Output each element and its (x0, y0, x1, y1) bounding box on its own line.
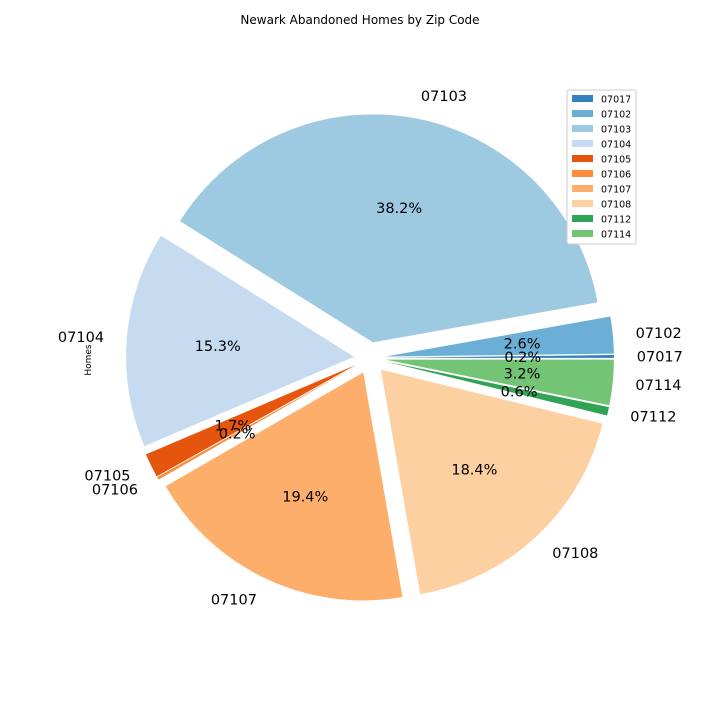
percent-label-07108: 18.4% (451, 463, 497, 479)
percent-label-07114: 3.2% (504, 366, 541, 382)
pie-slice-07104 (126, 235, 355, 447)
pie-slice-07112 (385, 361, 609, 416)
pie-slice-07103 (179, 114, 598, 343)
pie-slice-07106 (157, 365, 357, 480)
percent-label-07104: 15.3% (195, 339, 241, 355)
legend-swatch-07112 (572, 215, 593, 222)
percent-label-07112: 0.6% (501, 384, 538, 400)
chart-title: Newark Abandoned Homes by Zip Code (240, 13, 479, 27)
legend-swatch-07107 (572, 185, 593, 192)
pie-labels: 07017 0.2% 07102 2.6% 07103 38.2% 07104 15.3% 07… (58, 89, 683, 608)
legend-label-07108: 07108 (601, 200, 631, 211)
slice-label-07102: 07102 (636, 326, 682, 342)
percent-label-07106: 0.2% (219, 426, 256, 442)
slice-label-07112: 07112 (630, 409, 676, 425)
legend-label-07107: 07107 (601, 185, 631, 196)
legend-label-07105: 07105 (601, 155, 631, 166)
slice-label-07107: 07107 (211, 593, 257, 609)
pie-slices (126, 114, 614, 601)
legend-label-07102: 07102 (601, 110, 631, 121)
slice-label-07108: 07108 (552, 546, 598, 562)
legend-label-07103: 07103 (601, 125, 631, 136)
slice-label-07017: 07017 (637, 349, 683, 365)
legend-label-07104: 07104 (601, 140, 631, 151)
slice-label-07105: 07105 (84, 469, 130, 485)
slice-label-07106: 07106 (92, 483, 138, 499)
slice-label-07103: 07103 (421, 89, 467, 105)
legend-label-07106: 07106 (601, 170, 631, 181)
percent-label-07103: 38.2% (376, 201, 422, 217)
legend-swatch-07105 (572, 155, 593, 162)
legend-swatch-07106 (572, 170, 593, 177)
legend-swatch-07108 (572, 200, 593, 207)
legend-label-07017: 07017 (601, 95, 631, 106)
slice-label-07114: 07114 (635, 378, 681, 394)
percent-label-07107: 19.4% (282, 489, 328, 505)
legend-swatch-07102 (572, 110, 593, 117)
legend-swatch-07103 (572, 125, 593, 132)
legend-swatch-07017 (572, 95, 593, 102)
percent-label-07017: 0.2% (504, 350, 541, 366)
legend: 07017 07102 07103 07104 07105 07106 07107 07108… (566, 89, 637, 245)
pie-slice-07102 (385, 316, 614, 357)
legend-label-07112: 07112 (601, 215, 631, 226)
legend-swatch-07114 (572, 230, 593, 237)
pie-slice-07105 (145, 365, 356, 477)
legend-label-07114: 07114 (601, 230, 631, 241)
y-axis-label: Homes (84, 344, 94, 376)
pie-slice-07017 (385, 355, 614, 358)
pie-slice-07107 (165, 372, 403, 601)
slice-label-07104: 07104 (58, 330, 104, 346)
percent-label-07102: 2.6% (504, 337, 541, 353)
percent-label-07105: 1.7% (214, 418, 251, 434)
pie-slice-07114 (385, 359, 614, 406)
pie-slice-07108 (380, 369, 603, 595)
legend-swatch-07104 (572, 140, 593, 147)
